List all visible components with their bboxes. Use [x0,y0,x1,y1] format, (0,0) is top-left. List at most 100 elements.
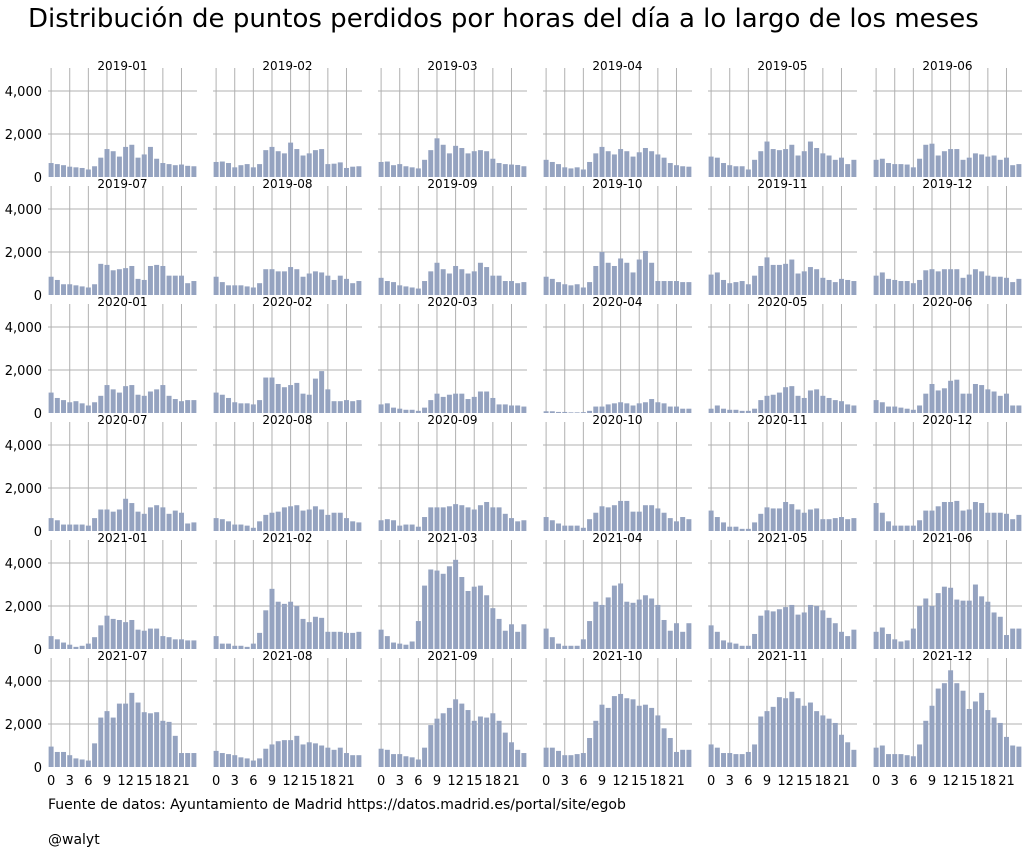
bar [752,275,758,295]
x-tick-label: 15 [961,774,978,789]
bar [98,625,104,649]
bar [851,629,857,649]
bar [116,619,122,649]
bar [226,754,232,767]
bar [997,276,1003,295]
bar [515,521,521,531]
bar [141,395,147,413]
bar [172,399,178,413]
bar [191,522,197,531]
panel-title: 2020-06 [922,295,972,309]
bar [257,400,263,413]
bar [851,405,857,413]
bar [453,699,459,767]
bar [422,281,428,295]
bar [453,504,459,531]
bar [593,153,599,177]
bar [814,606,820,649]
bar [300,618,306,649]
bar [391,520,397,531]
bar [179,401,184,413]
panel-2019-11: 2019-11 [708,177,857,295]
bar [484,717,490,767]
bar [574,167,580,177]
bar [941,683,947,767]
bar [319,509,325,531]
bar [618,583,624,649]
bar [477,262,483,295]
bar [384,161,390,177]
bar [917,520,923,531]
bar [562,411,568,413]
bar [263,514,269,531]
bar [337,401,343,413]
bar [98,509,104,531]
bar [948,670,954,767]
bar [238,403,244,413]
bar [979,385,985,413]
bar [306,622,312,649]
bar [319,617,325,649]
bar [172,735,178,767]
bar [580,527,586,531]
bar [1016,278,1022,295]
bar [409,757,415,767]
bar [213,276,219,295]
bar [213,636,219,649]
y-tick-label: 0 [34,407,42,422]
bar [319,149,325,177]
bar [574,754,580,767]
bar [471,151,477,177]
bar [904,408,910,413]
bar [642,595,648,649]
bar [300,510,306,531]
bar [661,512,667,531]
bar [446,506,452,531]
y-tick-label: 2,000 [5,482,42,497]
bar [618,149,624,177]
bar [275,601,281,649]
panel-2020-05: 2020-05 [708,295,857,413]
bar [972,269,978,295]
panel-title: 2020-10 [592,413,642,427]
bar [350,632,356,649]
bar [85,169,91,177]
panel-title: 2019-05 [757,59,807,73]
bar [764,507,770,531]
bar [104,385,110,413]
bar [98,157,104,177]
bar [428,150,434,177]
bar [832,159,838,177]
bar [446,394,452,413]
bar [226,285,232,295]
bar [923,144,929,177]
x-tick-label: 18 [980,774,997,789]
x-tick-label: 3 [561,774,569,789]
bar [667,737,673,767]
bar [543,159,549,177]
bar [129,265,135,295]
bar [948,269,954,295]
x-tick-label: 15 [796,774,813,789]
bar [356,522,362,531]
x-tick-label: 18 [815,774,832,789]
bar [110,389,116,413]
bar [1004,736,1009,767]
bar [104,264,110,295]
bar [61,524,67,531]
x-tick-label: 21 [173,774,190,789]
bar [886,521,892,531]
bar [807,702,813,767]
bar [979,271,985,295]
bar [826,279,832,295]
bar [1016,514,1022,531]
bar [556,643,562,649]
bar [257,283,263,295]
bar [521,520,527,531]
bar [502,630,508,649]
bar [739,645,745,649]
bar [917,158,923,177]
bar [135,629,141,649]
bar [459,505,465,531]
bar [288,385,294,413]
